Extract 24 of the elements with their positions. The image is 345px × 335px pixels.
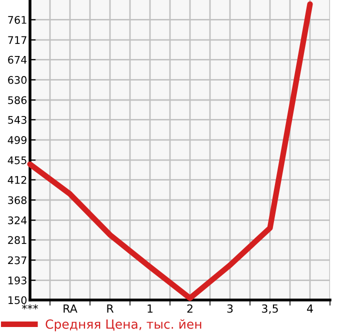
x-tick-label: 3,5 [262, 304, 278, 314]
y-tick-label: 630 [8, 76, 27, 84]
legend-label: Средняя Цена, тыс. йен [46, 319, 202, 332]
y-tick-label: 324 [8, 216, 27, 224]
x-tick-label: 2 [187, 304, 192, 313]
x-tick-label: 3 [227, 304, 233, 313]
y-tick-label: 150 [8, 296, 27, 304]
y-tick-label: 543 [8, 116, 26, 124]
y-tick-label: 717 [8, 36, 26, 44]
x-tick-label: R [107, 304, 114, 313]
y-tick-label: 237 [8, 256, 26, 264]
x-tick-label: RA [64, 304, 78, 313]
y-tick-label: 281 [8, 236, 26, 244]
x-tick-label: 1 [148, 304, 153, 313]
x-tick-label: 4 [307, 304, 313, 313]
y-tick-label: 499 [8, 136, 26, 144]
y-tick-label: 761 [8, 16, 26, 24]
y-tick-label: 412 [8, 176, 26, 184]
y-tick-label: 674 [8, 56, 27, 64]
y-tick-label: 193 [8, 276, 26, 284]
x-tick-label: *** [22, 304, 38, 310]
y-tick-label: 455 [8, 156, 26, 164]
y-tick-label: 368 [8, 196, 27, 204]
y-tick-label: 586 [8, 96, 27, 104]
